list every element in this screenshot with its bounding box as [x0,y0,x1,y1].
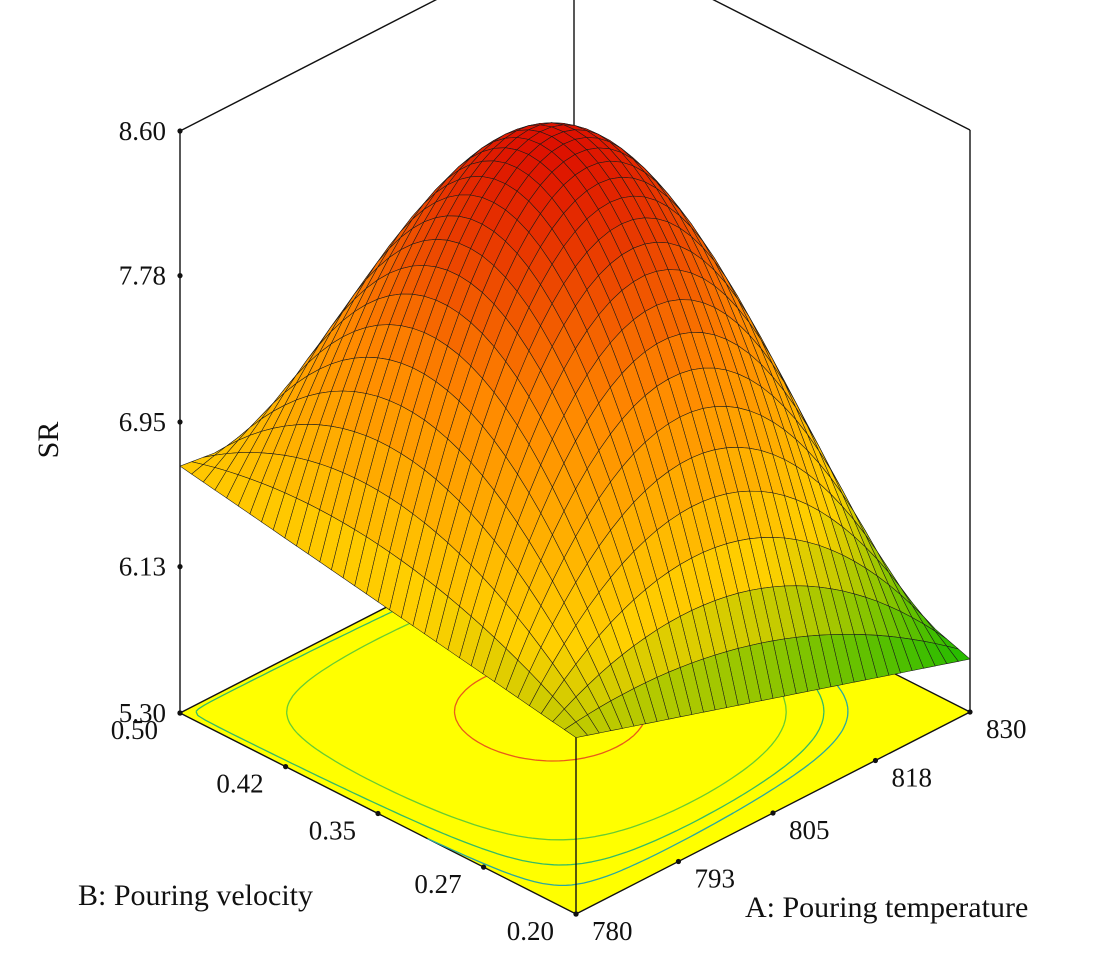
top-back-right-edge [712,0,971,131]
z-tick-label: 6.95 [119,407,166,437]
z-tick-label: 6.13 [119,552,166,582]
z-tick-mark [177,128,183,134]
z-tick-label: 8.60 [119,116,166,146]
x-tick-label: 830 [986,714,1027,744]
y-tick-mark [283,764,289,770]
x-tick-mark [573,911,579,917]
y-tick-label: 0.35 [309,816,356,846]
y-tick-label: 0.42 [216,769,263,799]
y-tick-label: 0.50 [111,715,158,745]
x-tick-label: 793 [694,863,735,893]
y-tick-label: 0.20 [507,916,554,946]
axis-ticks: 5.30 6.13 6.95 7.78 8.60 0.20 0.27 0.35 0.42 0.50… [111,116,1027,946]
x-tick-mark [770,810,776,816]
surface-cell [563,721,589,738]
x-tick-label: 818 [891,762,932,792]
y-tick-mark [481,864,487,870]
y-tick-label: 0.27 [414,869,461,899]
x-tick-label: 780 [592,916,633,946]
x-tick-label: 805 [789,815,830,845]
y-tick-mark [375,810,381,817]
z-tick-label: 7.78 [119,261,166,291]
z-axis-title: SR [32,422,65,459]
z-tick-mark [177,273,183,279]
x-tick-mark [967,709,973,715]
response-surface [179,122,971,738]
z-tick-mark [177,564,183,570]
x-axis-title: A: Pouring temperature [745,891,1028,924]
y-axis-title: B: Pouring velocity [78,879,313,912]
y-tick-mark [177,710,183,716]
x-tick-mark [675,858,682,865]
z-tick-label: 5.30 [119,698,166,728]
z-tick-mark [177,419,183,425]
x-tick-mark [872,757,879,764]
top-back-left-edge [179,0,438,132]
